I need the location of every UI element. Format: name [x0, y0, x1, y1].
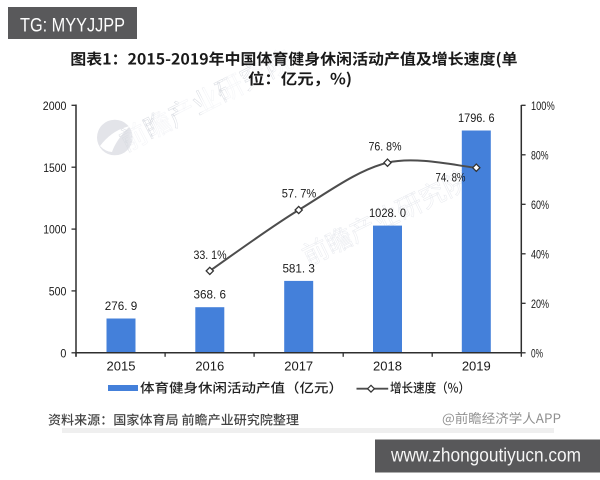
svg-text:2018: 2018 [373, 358, 402, 373]
svg-text:2000: 2000 [43, 99, 67, 113]
svg-text:0%: 0% [531, 346, 543, 360]
svg-text:www.zhongoutiyucn.com: www.zhongoutiyucn.com [390, 445, 581, 467]
svg-text:1000: 1000 [43, 223, 66, 237]
svg-text:1796. 6: 1796. 6 [458, 111, 495, 125]
svg-text:581. 3: 581. 3 [282, 261, 315, 275]
svg-text:2015: 2015 [107, 358, 136, 373]
svg-text:TG: MYYJJPP: TG: MYYJJPP [20, 15, 125, 37]
svg-text:1500: 1500 [43, 161, 66, 175]
svg-text:368. 6: 368. 6 [194, 288, 227, 302]
svg-text:1028. 0: 1028. 0 [369, 206, 406, 220]
svg-text:276. 9: 276. 9 [105, 299, 138, 313]
svg-text:80%: 80% [531, 148, 549, 162]
svg-text:40%: 40% [531, 247, 549, 261]
svg-text:60%: 60% [531, 198, 549, 212]
svg-text:20%: 20% [531, 297, 549, 311]
svg-text:74. 8%: 74. 8% [436, 171, 466, 185]
svg-text:2016: 2016 [195, 358, 224, 373]
svg-text:0: 0 [60, 346, 66, 360]
svg-text:100%: 100% [531, 99, 555, 113]
svg-text:57. 7%: 57. 7% [282, 187, 317, 201]
svg-text:2019: 2019 [462, 358, 491, 373]
svg-text:76. 8%: 76. 8% [369, 140, 402, 154]
svg-text:33. 1%: 33. 1% [194, 248, 227, 262]
svg-text:2017: 2017 [284, 358, 313, 373]
svg-text:500: 500 [49, 285, 67, 299]
